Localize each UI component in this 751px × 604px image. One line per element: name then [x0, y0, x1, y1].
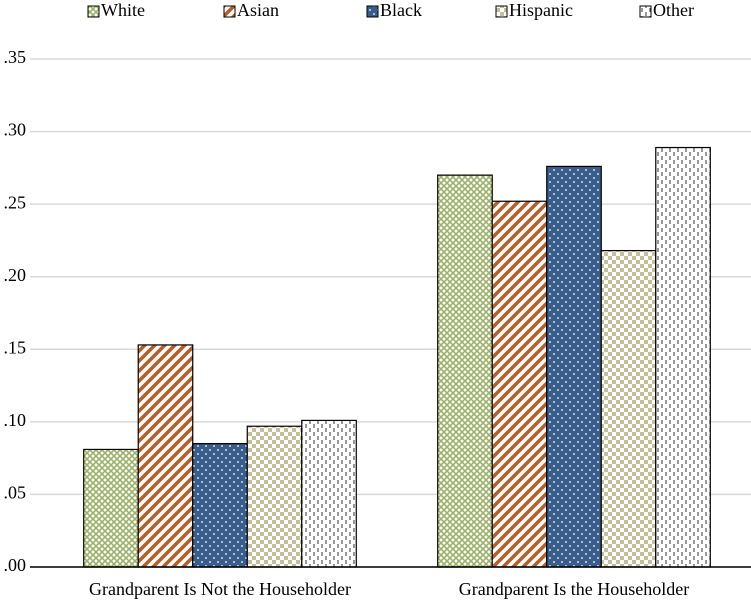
bar: [491, 200, 548, 568]
legend-label: Other: [653, 0, 694, 20]
y-tick-label: .25: [4, 192, 27, 212]
y-tick-label: .30: [4, 120, 27, 140]
legend-label: Hispanic: [509, 0, 573, 20]
legend-swatch: [87, 5, 100, 18]
legend-label: White: [101, 0, 145, 20]
legend-label: Asian: [237, 0, 279, 20]
legend-swatch: [495, 5, 508, 18]
y-tick-label: .10: [4, 410, 27, 430]
bar: [437, 174, 493, 568]
legend-label: Black: [380, 0, 422, 20]
y-tick-label: .15: [4, 337, 27, 357]
bar: [655, 146, 711, 568]
y-tick-label: .00: [4, 555, 27, 575]
y-tick-label: .20: [4, 265, 27, 285]
legend-swatch: [639, 5, 652, 18]
bar: [246, 425, 303, 568]
y-tick-label: .35: [4, 47, 27, 67]
legend-swatch: [223, 5, 236, 18]
bar: [301, 419, 357, 568]
legend-swatch: [366, 5, 379, 18]
bar: [192, 443, 248, 568]
y-tick-label: .05: [4, 483, 27, 503]
bar: [137, 344, 194, 568]
x-tick-label: Grandparent Is the Householder: [459, 579, 689, 599]
x-tick-label: Grandparent Is Not the Householder: [89, 579, 351, 599]
bar: [546, 165, 602, 568]
bar: [83, 448, 139, 568]
bar: [600, 249, 657, 568]
